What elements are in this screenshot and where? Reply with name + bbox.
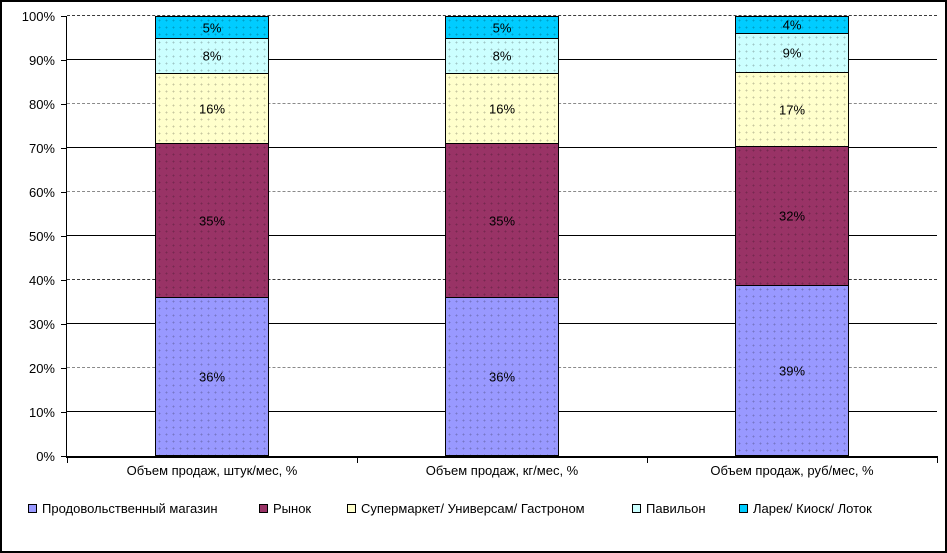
y-axis-tick — [61, 368, 66, 369]
bar-segment-value-label: 32% — [778, 208, 806, 224]
bar-segment-value-label: 8% — [492, 48, 512, 64]
y-axis-tick — [61, 16, 66, 17]
y-axis-tick-label: 20% — [28, 361, 55, 376]
y-axis-tick — [61, 104, 66, 105]
bar-stack-3: 4% 9% 17% 32% 39% — [735, 16, 849, 456]
bar-segment: 4% — [735, 16, 849, 34]
y-axis-tick — [61, 280, 66, 281]
bar-segment-value-label: 5% — [202, 20, 222, 35]
legend-color-swatch-icon — [28, 504, 37, 513]
bar-segment-value-label: 35% — [198, 213, 226, 228]
bar-segment-value-label: 36% — [198, 369, 226, 384]
y-axis-tick-label: 80% — [28, 97, 55, 112]
y-axis-tick-label: 90% — [28, 53, 55, 68]
legend-label: Рынок — [273, 501, 312, 516]
bar-stack-2: 5% 8% 16% 35% 36% — [445, 16, 559, 456]
bar-segment-value-label: 39% — [778, 363, 806, 378]
y-axis-tick-label: 0% — [36, 449, 55, 464]
bar-segment: 5% — [155, 16, 269, 39]
bar-segment-value-label: 35% — [488, 213, 516, 228]
bar-segment-value-label: 4% — [782, 17, 802, 33]
legend-label: Супермаркет/ Универсам/ Гастроном — [361, 501, 585, 516]
legend-color-swatch-icon — [347, 504, 356, 513]
y-axis-tick-label: 100% — [21, 9, 55, 24]
y-axis-tick-label: 50% — [28, 229, 55, 244]
bar-stack-1: 5% 8% 16% 35% 36% — [155, 16, 269, 456]
legend-label: Павильон — [646, 501, 706, 516]
legend-color-swatch-icon — [259, 504, 268, 513]
bar-segment: 16% — [155, 74, 269, 144]
plot-area: 5% 8% 16% 35% 36% 5% 8% 16% 35% 36% 4% 9% 17% 32% 39% — [67, 15, 937, 456]
bar-segment-value-label: 36% — [488, 369, 516, 384]
bar-segment-value-label: 8% — [202, 48, 222, 64]
legend-color-swatch-icon — [739, 504, 748, 513]
legend-item: Супермаркет/ Универсам/ Гастроном — [347, 501, 585, 516]
x-axis-tick — [937, 458, 938, 463]
bar-segment: 5% — [445, 16, 559, 39]
bar-segment: 16% — [445, 74, 559, 144]
bar-segment: 9% — [735, 34, 849, 73]
y-axis-tick — [61, 412, 66, 413]
x-axis-category-label: Объем продаж, руб/мес, % — [710, 463, 874, 478]
x-axis-tick — [67, 458, 68, 463]
x-axis-category-label: Объем продаж, штук/мес, % — [126, 463, 298, 478]
y-axis-tick — [61, 148, 66, 149]
legend-label: Продовольственный магазин — [42, 501, 218, 516]
gridline-100 — [67, 15, 937, 16]
bar-segment-value-label: 16% — [198, 101, 226, 116]
bar-segment: 39% — [735, 286, 849, 456]
y-axis-tick-label: 30% — [28, 317, 55, 332]
bar-segment: 36% — [445, 298, 559, 456]
x-axis-line — [66, 456, 938, 458]
y-axis-tick — [61, 192, 66, 193]
y-axis-tick — [61, 456, 66, 457]
bar-segment: 36% — [155, 298, 269, 456]
y-axis-tick-label: 10% — [28, 405, 55, 420]
bar-segment: 35% — [155, 144, 269, 298]
bar-segment-value-label: 9% — [782, 45, 802, 61]
legend-item: Ларек/ Киоск/ Лоток — [739, 501, 872, 516]
bar-segment-value-label: 5% — [492, 20, 512, 35]
legend-label: Ларек/ Киоск/ Лоток — [753, 501, 872, 516]
x-axis-tick — [647, 458, 648, 463]
legend-item: Павильон — [632, 501, 706, 516]
legend-color-swatch-icon — [632, 504, 641, 513]
bar-segment: 8% — [155, 39, 269, 74]
y-axis-tick-label: 60% — [28, 185, 55, 200]
x-axis-category-label: Объем продаж, кг/мес, % — [425, 463, 579, 478]
y-axis-tick — [61, 236, 66, 237]
y-axis-tick — [61, 60, 66, 61]
y-axis-line — [66, 16, 67, 457]
y-axis-tick-label: 70% — [28, 141, 55, 156]
legend-item: Продовольственный магазин — [28, 501, 218, 516]
bar-segment: 35% — [445, 144, 559, 298]
bar-segment: 17% — [735, 73, 849, 147]
legend-item: Рынок — [259, 501, 311, 516]
bar-segment-value-label: 16% — [488, 101, 516, 116]
x-axis-tick — [357, 458, 358, 463]
y-axis-tick-label: 40% — [28, 273, 55, 288]
bar-segment: 32% — [735, 147, 849, 286]
bar-segment-value-label: 17% — [778, 102, 806, 117]
chart-legend: Продовольственный магазин Рынок Супермарке… — [2, 501, 945, 521]
bar-segment: 8% — [445, 39, 559, 74]
y-axis-tick — [61, 324, 66, 325]
